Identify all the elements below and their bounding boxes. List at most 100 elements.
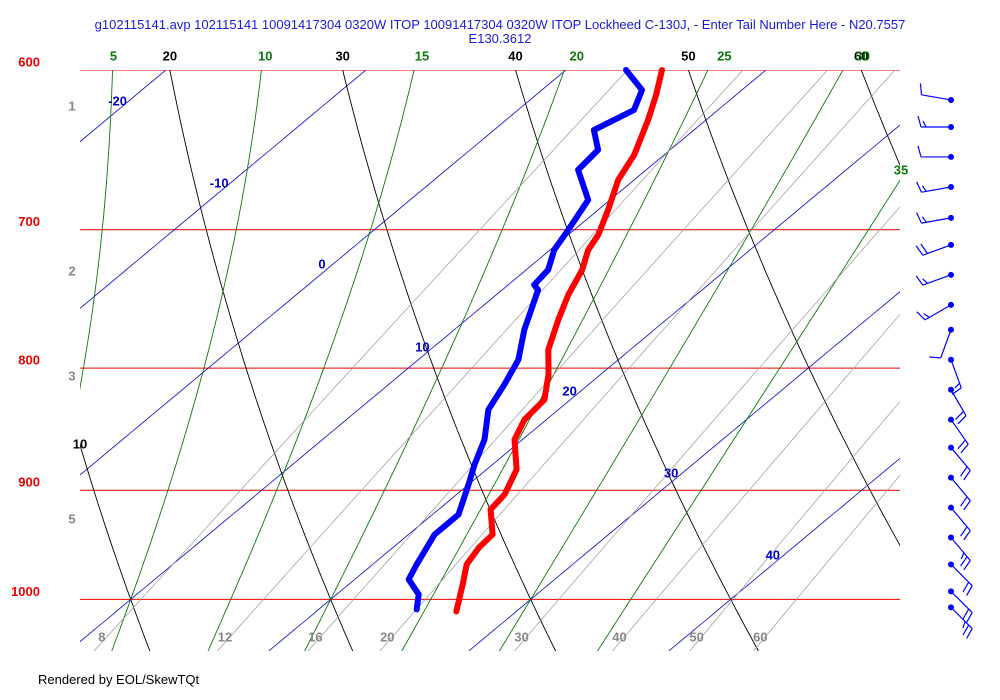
mixing-ratio-label: 50 [689,629,703,644]
mixing-ratio-line [689,400,900,651]
mixing-ratio-line [216,70,744,651]
isotherm-label: 30 [664,465,678,480]
wind-barb [919,83,954,103]
moist-adiabat-label: 20 [570,48,584,63]
mixing-ratio-line [93,70,628,651]
moist-adiabat-label: 25 [717,48,731,63]
plot-area [80,70,900,651]
wind-station [948,183,954,190]
wind-barb [915,271,954,286]
wind-barb-staff [950,389,967,425]
height-label: 1 [68,98,75,113]
dry-adiabat [169,70,354,651]
wind-barb [916,181,954,193]
isotherm-label: -10 [210,175,229,190]
y-tick-label: 900 [18,475,40,490]
wind-station [948,386,954,393]
moist-adiabat-label: 35 [894,163,908,178]
moist-adiabat [498,70,844,651]
wind-station [948,416,954,423]
isotherm-label: 20 [562,383,576,398]
wind-barb [948,604,973,639]
wind-barb [948,386,967,425]
isotherm-label: 10 [415,339,429,354]
wind-barb-staff [919,83,952,101]
wind-station [948,561,954,568]
height-label: 5 [68,511,75,526]
wind-station [948,153,954,160]
wind-barb [948,534,971,571]
moist-adiabat [111,70,262,651]
y-tick-label: 1000 [11,584,40,599]
wind-barb [948,474,971,511]
wind-barb [929,326,954,359]
wind-barb-staff [950,564,973,596]
mixing-ratio-line [379,70,896,651]
dry-adiabat [515,70,759,651]
wind-station [948,504,954,511]
moist-adiabat [401,70,709,651]
wind-station [948,588,954,595]
moist-adiabat-label: 30 [856,48,870,63]
mixing-ratio-label: 30 [514,629,528,644]
wind-station [948,356,954,363]
wind-barb-staff [917,115,952,128]
y-tick-label: 700 [18,214,40,229]
isotherm [80,70,767,643]
dry-adiabat [860,70,900,167]
wind-barb-staff [915,274,952,286]
mixing-ratio-label: 40 [612,629,626,644]
mixing-ratio-line [612,313,900,651]
dry-adiabat-label: 40 [508,48,522,63]
dry-adiabat-label: 50 [681,48,695,63]
wind-barb [917,145,954,160]
moist-adiabat [304,70,565,651]
profile-line [453,67,665,615]
wind-barb [917,115,954,130]
height-label: 2 [68,263,75,278]
mixing-ratio-label: 60 [753,629,767,644]
moist-adiabat-label: 10 [258,48,272,63]
isotherm [268,124,900,651]
wind-barb-staff [917,145,952,158]
dry-adiabat [342,70,557,651]
chart-title: g102115141.avp 102115141 10091417304 032… [94,17,906,46]
wind-station [948,326,954,333]
profile-line [405,67,645,613]
mixing-ratio-label: 16 [308,629,322,644]
wind-station [948,123,954,130]
isotherm-label: 0 [318,256,325,271]
wind-barb-staff [916,181,952,193]
wind-barb [916,212,954,224]
wind-barb [948,444,971,481]
mixing-ratio-label: 12 [218,629,232,644]
mixing-ratio-line [307,70,829,651]
wind-barb-staff [950,606,973,639]
wind-barb-staff [916,212,952,224]
isotherm-label: 40 [766,547,780,562]
wind-barb [948,416,969,454]
wind-barb [948,561,973,596]
moist-adiabat-label: 5 [110,48,117,63]
moist-adiabat [596,179,900,651]
mixing-ratio-label: 8 [98,629,105,644]
wind-barb-staff [950,590,973,623]
y-tick-label: 800 [18,353,40,368]
wind-station [948,301,954,308]
mixing-ratio-line [753,474,900,651]
wind-barb-staff [950,507,971,541]
wind-station [948,474,954,481]
moist-adiabat [207,70,415,651]
wind-barb [915,241,954,256]
moist-adiabat-label: 15 [415,48,429,63]
dry-adiabat-label: 60 [854,48,868,63]
wind-barb-staff [950,447,971,481]
wind-station [948,534,954,541]
isotherm [80,70,567,476]
wind-barb-staff [950,537,971,571]
y-tick-label: 600 [18,54,40,69]
wind-barb [948,588,973,623]
dry-adiabat [687,70,900,547]
